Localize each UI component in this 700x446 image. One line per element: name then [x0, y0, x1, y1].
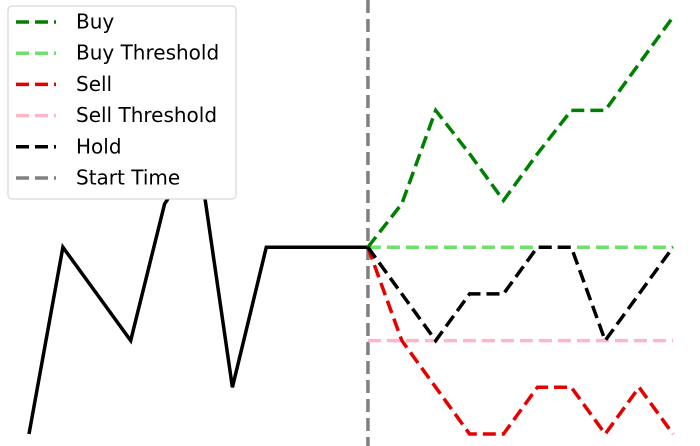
buy-series-line [366, 15, 675, 249]
legend-entry-sell: Sell [16, 72, 112, 96]
series-layer [27, 0, 675, 446]
legend-label: Hold [76, 134, 122, 158]
legend-entry-start-time: Start Time [16, 166, 180, 190]
legend: Buy Buy Threshold Sell Sell Threshold Hold St… [7, 5, 237, 200]
legend-entry-hold: Hold [16, 134, 122, 158]
sell-series-line [366, 246, 675, 437]
legend-entry-sell-threshold: Sell Threshold [16, 103, 217, 127]
hold-series-line [366, 245, 675, 345]
legend-label: Sell [76, 72, 112, 96]
legend-entry-buy-threshold: Buy Threshold [16, 41, 219, 65]
legend-label: Buy Threshold [76, 41, 219, 65]
legend-box [7, 5, 237, 200]
legend-label: Start Time [76, 166, 180, 190]
legend-entry-buy: Buy [16, 10, 114, 34]
legend-label: Sell Threshold [76, 103, 217, 127]
legend-label: Buy [76, 10, 114, 34]
